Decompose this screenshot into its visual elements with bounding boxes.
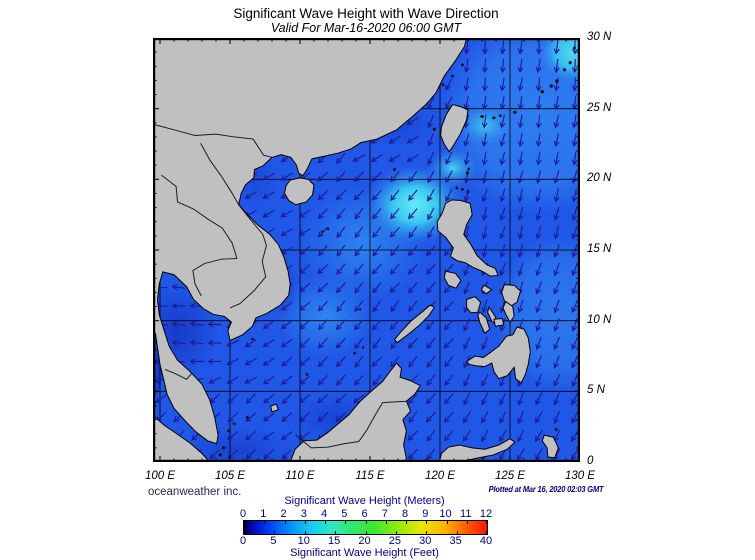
oceanweather-brand: oceanweather inc. [148, 486, 242, 498]
island-palawan [395, 305, 435, 342]
border-thailand-malaysia [165, 369, 192, 379]
island-halmahera [542, 435, 558, 458]
feet-tick-label: 0 [239, 535, 247, 547]
feet-tick-label: 15 [328, 535, 341, 547]
feet-tick-label: 5 [270, 535, 277, 547]
feet-tick-label: 10 [297, 535, 310, 547]
island-luzon [437, 200, 498, 276]
feet-tick-label: 25 [388, 535, 401, 547]
wave-height-map [153, 38, 580, 462]
island-sulawesi [439, 439, 515, 462]
colorbar-feet-title: Significant Wave Height (Feet) [290, 547, 439, 559]
meter-tick-label: 11 [460, 508, 472, 520]
island-masbate [481, 285, 492, 293]
island-taiwan [441, 104, 468, 151]
meter-tick-label: 10 [439, 508, 452, 520]
colorbar-meters-title: Significant Wave Height (Meters) [284, 495, 445, 507]
small-islands-dots [218, 46, 576, 457]
island-panay [467, 297, 481, 313]
colorbar [243, 520, 488, 535]
lat-tick-label: 10 N [587, 313, 612, 326]
meter-tick-label: 8 [401, 508, 409, 520]
island-bohol [494, 319, 504, 327]
border-malaysia-indonesia-borneo [296, 401, 407, 448]
meter-tick-label: 0 [239, 508, 247, 520]
meter-tick-label: 4 [320, 508, 328, 520]
feet-tick-label: 40 [479, 535, 493, 547]
chart-title: Significant Wave Height with Wave Direct… [233, 6, 499, 21]
lat-tick-label: 5 N [587, 384, 605, 397]
border-thailand-cambodia [193, 258, 237, 295]
lat-tick-label: 20 N [587, 172, 612, 185]
plotted-timestamp: Plotted at Mar 16, 2020 02:03 GMT [488, 484, 603, 494]
feet-tick-label: 35 [449, 535, 462, 547]
land-layer [153, 38, 576, 462]
meter-tick-label: 2 [280, 508, 287, 520]
map-frame [153, 38, 580, 462]
country-borders [153, 124, 406, 448]
lon-tick-label: 125 E [494, 470, 526, 482]
lon-tick-label: 120 E [424, 470, 456, 482]
lat-tick-label: 30 N [587, 31, 612, 43]
island-hainan [285, 178, 314, 205]
lat-tick-label: 25 N [587, 101, 612, 114]
island-mindanao [467, 327, 531, 383]
border-thailand-laos [161, 175, 237, 258]
chart-subtitle: Valid For Mar-16-2020 06:00 GMT [270, 21, 462, 35]
feet-tick-label: 30 [419, 535, 432, 547]
island-borneo [290, 363, 420, 462]
lat-tick-label: 15 N [587, 243, 612, 255]
lon-tick-label: 105 E [214, 470, 246, 482]
meter-tick-label: 1 [260, 508, 267, 520]
island-samar [502, 285, 521, 307]
island-leyte [503, 302, 514, 322]
meter-tick-label: 12 [479, 508, 493, 520]
island-natuna [271, 404, 279, 412]
meter-tick-label: 5 [341, 508, 348, 520]
meter-tick-label: 6 [361, 508, 368, 520]
lon-tick-label: 100 E [144, 470, 176, 482]
feet-tick-label: 20 [358, 535, 371, 547]
wave-patch-central-scs [276, 275, 375, 358]
landmass-mainland-asia [153, 38, 467, 444]
wave-patch-ne-corner [539, 38, 580, 82]
meter-tick-label: 3 [300, 508, 307, 520]
meter-tick-label: 7 [381, 508, 388, 520]
lat-tick-label: 0 [587, 455, 594, 467]
island-negros [478, 312, 490, 333]
lon-tick-label: 115 E [355, 470, 385, 482]
island-mindoro [444, 271, 461, 288]
border-vietnam-laos-cambodia [201, 143, 267, 308]
lon-tick-label: 110 E [285, 470, 315, 482]
border-china-vietnam [153, 124, 273, 157]
lon-tick-label: 130 E [564, 470, 596, 482]
meter-tick-label: 9 [422, 508, 429, 520]
